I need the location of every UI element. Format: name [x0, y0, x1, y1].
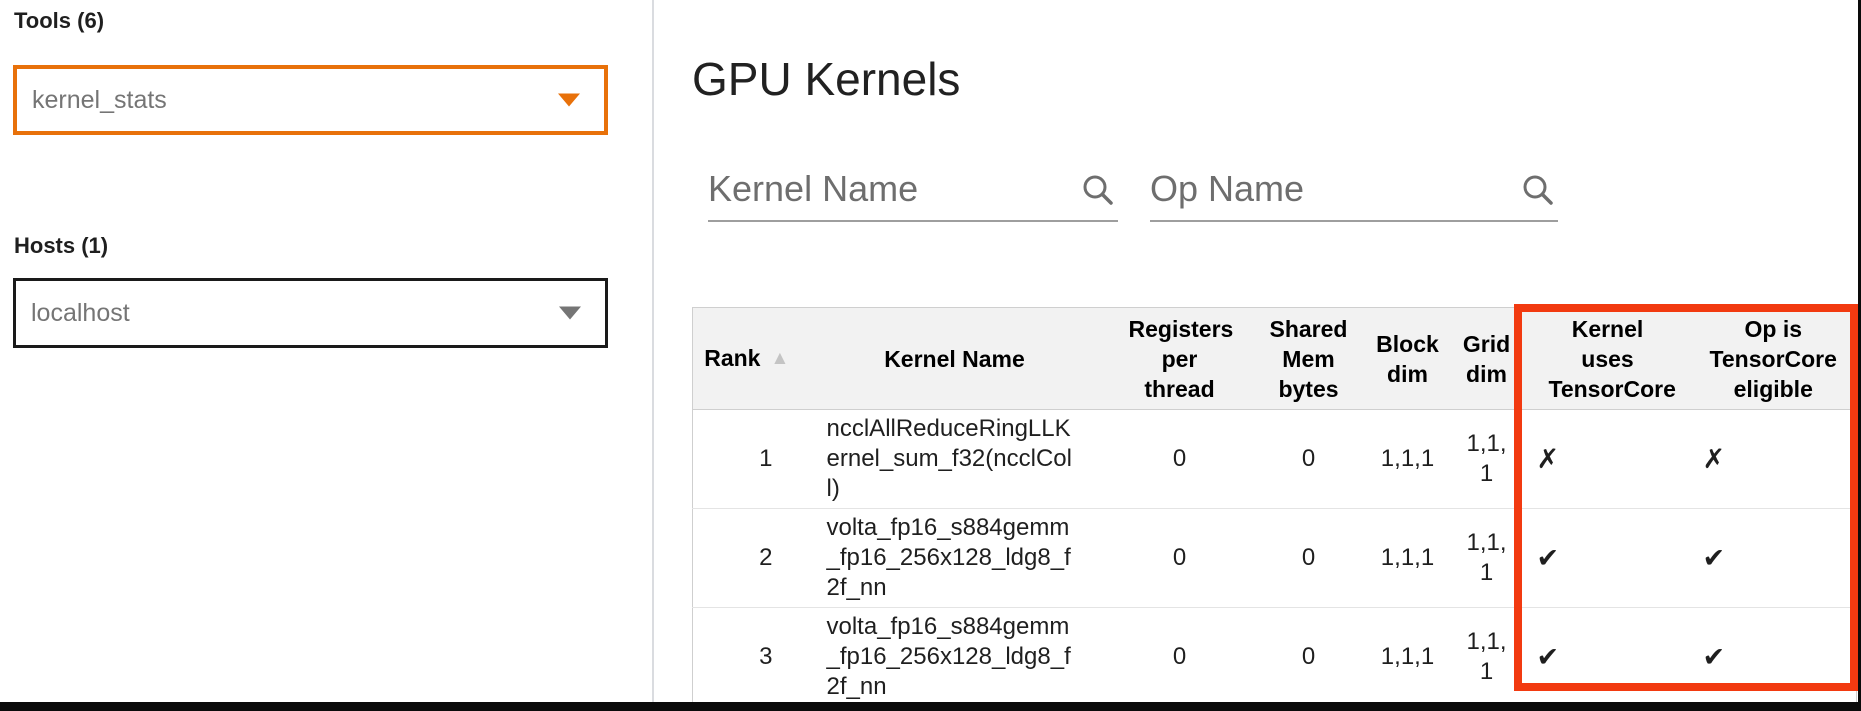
cell-rank: 1 [692, 409, 801, 509]
sidebar-divider [652, 0, 654, 702]
bottom-frame-bar [0, 702, 1861, 711]
column-header-shared-mem-bytes[interactable]: Shared Mem bytes [1250, 307, 1367, 410]
cell-block-dim: 1,1,1 [1366, 409, 1449, 509]
kernel-stats-table: Rank ▲ Kernel Name Registers per thread S… [692, 307, 1857, 707]
table-header-row: Rank ▲ Kernel Name Registers per thread S… [692, 307, 1857, 410]
cell-registers-per-thread: 0 [1108, 607, 1251, 707]
caret-down-icon [558, 93, 580, 107]
hosts-select-value: localhost [31, 298, 130, 327]
search-icon [1083, 175, 1113, 205]
cell-kernel-uses-tensorcore: ✗ [1524, 409, 1691, 509]
op-name-filter [1150, 150, 1558, 222]
op-name-input[interactable] [1150, 150, 1510, 220]
cell-registers-per-thread: 0 [1108, 508, 1251, 608]
table-row: 1 ncclAllReduceRingLLKernel_sum_f32(nccl… [692, 409, 1857, 509]
column-header-block-dim[interactable]: Block dim [1366, 307, 1449, 410]
search-icon [1523, 175, 1553, 205]
table-row: 3 volta_fp16_s884gemm_fp16_256x128_ldg8_… [692, 607, 1857, 707]
cell-kernel-name: volta_fp16_s884gemm_fp16_256x128_ldg8_f2… [800, 508, 1109, 608]
page-title: GPU Kernels [692, 53, 961, 105]
cell-kernel-name: ncclAllReduceRingLLKernel_sum_f32(ncclCo… [800, 409, 1109, 509]
hosts-label: Hosts (1) [14, 233, 109, 258]
caret-down-icon [559, 306, 581, 320]
tools-label: Tools (6) [14, 8, 105, 33]
column-header-grid-dim[interactable]: Grid dim [1448, 307, 1525, 410]
cell-op-is-tensorcore-eligible: ✔ [1690, 607, 1857, 707]
cell-shared-mem-bytes: 0 [1250, 508, 1367, 608]
cell-grid-dim: 1,1,1 [1448, 409, 1525, 509]
tools-select[interactable]: kernel_stats [13, 65, 608, 135]
column-header-rank[interactable]: Rank ▲ [692, 307, 801, 410]
cell-block-dim: 1,1,1 [1366, 508, 1449, 608]
cell-kernel-uses-tensorcore: ✔ [1524, 607, 1691, 707]
kernel-name-filter [708, 150, 1118, 222]
column-header-op-is-tensorcore-eligible[interactable]: Op is TensorCore eligible [1690, 307, 1857, 410]
hosts-select[interactable]: localhost [13, 278, 608, 348]
sort-ascending-icon: ▲ [770, 348, 790, 369]
cell-registers-per-thread: 0 [1108, 409, 1251, 509]
cell-grid-dim: 1,1,1 [1448, 508, 1525, 608]
cell-grid-dim: 1,1,1 [1448, 607, 1525, 707]
table-row: 2 volta_fp16_s884gemm_fp16_256x128_ldg8_… [692, 508, 1857, 608]
cell-block-dim: 1,1,1 [1366, 607, 1449, 707]
column-header-registers-per-thread[interactable]: Registers per thread [1108, 307, 1251, 410]
cell-op-is-tensorcore-eligible: ✗ [1690, 409, 1857, 509]
cell-rank: 3 [692, 607, 801, 707]
cell-rank: 2 [692, 508, 801, 608]
cell-op-is-tensorcore-eligible: ✔ [1690, 508, 1857, 608]
right-frame-edge [1858, 0, 1861, 711]
cell-shared-mem-bytes: 0 [1250, 409, 1367, 509]
cell-kernel-name: volta_fp16_s884gemm_fp16_256x128_ldg8_f2… [800, 607, 1109, 707]
column-header-kernel-uses-tensorcore[interactable]: Kernel uses TensorCore [1524, 307, 1691, 410]
tools-select-value: kernel_stats [32, 85, 167, 114]
cell-kernel-uses-tensorcore: ✔ [1524, 508, 1691, 608]
column-header-kernel-name[interactable]: Kernel Name [800, 307, 1109, 410]
kernel-name-input[interactable] [708, 150, 1070, 220]
cell-shared-mem-bytes: 0 [1250, 607, 1367, 707]
